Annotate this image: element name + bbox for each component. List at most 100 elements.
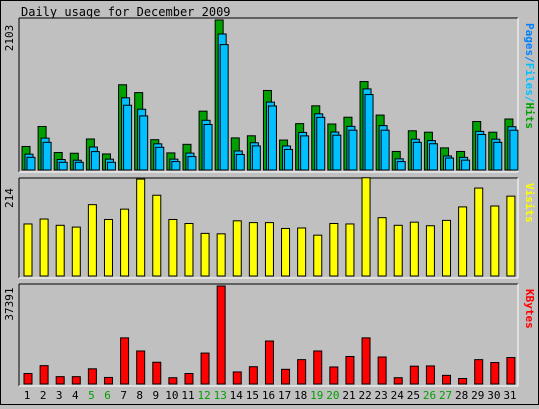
kbytes-bar-21 [345,355,355,385]
kbytes-bar-13 [216,285,226,385]
pages-bar-27 [445,157,455,171]
day-label-5: 5 [88,389,95,402]
visits-bar-14 [232,220,242,277]
pages-bar-5 [90,151,100,171]
day-label-28: 28 [455,389,468,402]
day-label-8: 8 [136,389,143,402]
pages-bar-7 [123,104,133,171]
kbytes-bar-31 [506,357,516,385]
kbytes-bar-6 [103,376,113,385]
day-label-16: 16 [262,389,275,402]
day-label-1: 1 [24,389,31,402]
day-label-27: 27 [439,389,452,402]
visits-bar-7 [120,208,130,277]
day-label-14: 14 [230,389,244,402]
day-label-22: 22 [358,389,371,402]
visits-bar-30 [490,205,500,277]
visits-bar-15 [248,222,258,277]
day-label-2: 2 [40,389,47,402]
pages-bar-17 [284,148,294,171]
kbytes-bar-9 [152,361,162,385]
pages-bar-8 [139,115,149,171]
pages-bar-1 [26,156,36,171]
visits-bar-12 [200,232,210,277]
day-label-29: 29 [471,389,484,402]
day-label-17: 17 [278,389,291,402]
kbytes-bar-3 [55,376,65,385]
visits-panel-y-tick-label: 214 [3,188,16,208]
day-label-20: 20 [326,389,339,402]
kbytes-bar-29 [474,359,484,385]
kbytes-bar-17 [281,368,291,385]
pages-bar-9 [155,146,165,171]
visits-bar-24 [393,224,403,277]
visits-bar-21 [345,223,355,277]
day-label-23: 23 [375,389,388,402]
day-label-11: 11 [181,389,194,402]
visits-bar-6 [103,218,113,277]
kbytes-bar-12 [200,352,210,385]
hits-panel-y-tick-label: 2103 [3,25,16,52]
visits-bar-17 [281,227,291,277]
pages-bar-23 [380,129,390,171]
day-label-24: 24 [391,389,405,402]
pages-bar-13 [219,44,229,171]
kbytes-bar-26 [425,365,435,385]
visits-bar-22 [361,177,371,277]
pages-bar-6 [106,161,116,171]
day-label-15: 15 [246,389,259,402]
visits-bar-13 [216,233,226,277]
kbytes-bar-5 [87,368,97,385]
day-label-18: 18 [294,389,307,402]
legend-files: Files [523,63,536,96]
visits-legend: Visits [523,183,536,223]
pages-bar-11 [187,156,197,171]
pages-bar-28 [461,159,471,171]
day-label-9: 9 [153,389,160,402]
visits-bar-29 [474,187,484,277]
pages-bar-2 [42,141,52,171]
kbytes-bar-27 [442,374,452,385]
day-label-12: 12 [197,389,210,402]
kbytes-panel-y-tick-label: 37391 [3,287,16,320]
pages-bar-20 [332,134,342,171]
pages-bar-18 [300,135,310,171]
kbytes-bar-8 [136,350,146,385]
visits-bar-25 [409,221,419,277]
pages-bar-3 [58,161,68,171]
kbytes-bar-22 [361,337,371,385]
legend-pages: Pages [523,23,536,56]
day-labels: 1 2 3 4 5 6 7 8 9 10 11 12 13 14 15 16 17 18 19 20 21 22 23 24 2… [24,389,517,402]
legend-separator: / [523,96,536,103]
day-label-6: 6 [104,389,111,402]
visits-bar-16 [264,222,274,277]
kbytes-bar-11 [184,373,194,385]
visits-bar-4 [71,226,81,277]
day-label-26: 26 [423,389,436,402]
kbytes-bar-23 [377,356,387,385]
visits-bar-19 [313,234,323,277]
kbytes-bar-15 [248,366,258,385]
kbytes-bar-19 [313,350,323,385]
pages-bar-30 [493,141,503,171]
visits-bar-28 [458,206,468,277]
kbytes-bar-14 [232,371,242,385]
kbytes-bar-2 [39,365,49,385]
visits-bar-23 [377,217,387,277]
visits-bar-2 [39,218,49,277]
visits-bar-31 [506,195,516,277]
visits-bar-18 [297,227,307,277]
pages-bar-4 [74,161,84,171]
day-label-7: 7 [120,389,127,402]
kbytes-bar-7 [120,337,130,385]
visits-bar-20 [329,223,339,277]
legend-separator: / [523,56,536,63]
day-label-3: 3 [56,389,63,402]
pages-bar-15 [251,145,261,171]
visits-bar-5 [87,204,97,277]
day-label-4: 4 [72,389,79,402]
kbytes-legend: KBytes [523,289,536,329]
kbytes-bar-25 [409,365,419,385]
kbytes-bar-16 [264,340,274,385]
